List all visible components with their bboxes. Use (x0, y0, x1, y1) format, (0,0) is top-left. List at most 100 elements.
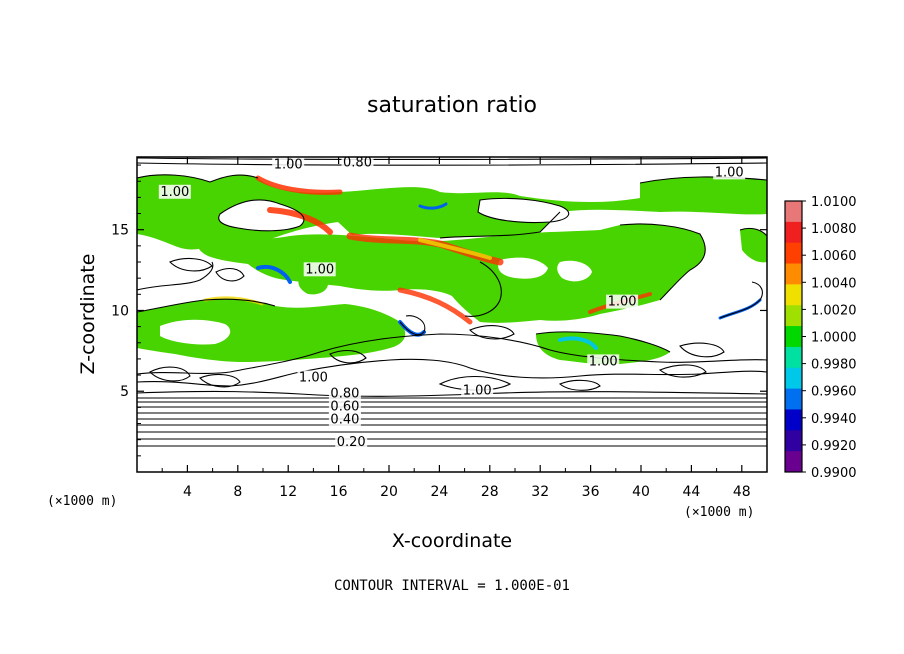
colorbar-swatch (785, 263, 802, 285)
x-tick-label: 20 (380, 484, 398, 500)
contour-line (137, 261, 214, 291)
plot-area: 1.00 0.801.001.001.001.001.001.001.000.80… (111, 156, 768, 500)
contour-interval-note: CONTOUR INTERVAL = 1.000E-01 (334, 578, 570, 594)
x-tick-label: 16 (330, 484, 348, 500)
rim-red (267, 207, 333, 235)
contour-line (658, 364, 707, 378)
x-tick-label: 48 (733, 484, 751, 500)
contour-label: 0.80 (330, 387, 359, 402)
rim-yellow (418, 238, 492, 260)
contour-labels: 1.00 0.801.001.001.001.001.001.001.000.80… (158, 156, 746, 450)
colorbar-tick-label: 0.9920 (811, 439, 857, 454)
colorbar-swatch (785, 430, 802, 452)
x-axis-label: X-coordinate (392, 530, 512, 552)
y-tick-label: 10 (111, 303, 129, 319)
contour-line (169, 257, 213, 272)
contour-label: 1.00 (299, 371, 328, 386)
colorbar-swatch (785, 242, 802, 265)
contour-label-bg (328, 412, 361, 427)
x-tick-label: 36 (582, 484, 600, 500)
contour-line (399, 315, 426, 336)
colorbar-swatch (785, 221, 802, 244)
contour-label: 0.60 (330, 400, 359, 415)
x-tick-label: 4 (183, 484, 192, 500)
colorbar-swatch (785, 284, 802, 306)
contour-label-bg (606, 294, 639, 309)
contour-label: 0.40 (330, 413, 359, 428)
contour-label: 0.20 (337, 435, 366, 450)
x-tick-label: 28 (481, 484, 499, 500)
field-patch (478, 198, 569, 223)
x-unit-left: (×1000 m) (47, 494, 117, 509)
colorbar-tick-label: 0.9940 (811, 412, 857, 427)
contour-line (438, 376, 512, 391)
contour-label: 1.00 (274, 157, 303, 172)
contour-line (639, 176, 767, 184)
contour-line (469, 325, 515, 340)
field-patch (557, 260, 592, 282)
rim-blue (418, 202, 448, 210)
contour-line (439, 211, 561, 239)
field-patch (498, 257, 548, 279)
field-patch (218, 199, 304, 231)
contour-label: 0.80 (343, 156, 372, 171)
colorbar-tick-label: 1.0080 (811, 222, 857, 237)
colorbar-swatch (785, 388, 802, 410)
contour-line (137, 157, 767, 161)
x-unit-right: (×1000 m) (684, 505, 754, 520)
x-axis: 4 8 12 16 20 24 28 32 36 40 44 48 (161, 157, 751, 500)
colorbar-tick-label: 0.9900 (811, 466, 857, 481)
colorbar-swatch (785, 201, 802, 223)
contour-line (558, 379, 601, 391)
contour-label-bg (713, 165, 746, 180)
rim-blue (256, 265, 292, 284)
field-patch (197, 224, 706, 323)
field-patch (137, 174, 767, 250)
colorbar-swatch (785, 305, 802, 327)
contour-line (137, 162, 767, 166)
contour-label-bg (272, 157, 305, 172)
colorbar-tick-label: 0.9980 (811, 358, 857, 373)
contour-label: 1.00 (715, 165, 744, 180)
y-axis: 5 10 15 (111, 164, 767, 457)
y-tick-label: 5 (120, 384, 129, 400)
contour-label-bg (587, 354, 620, 369)
contour-line (199, 373, 241, 388)
contour-label-bg (303, 262, 336, 277)
contour-line (218, 199, 305, 232)
field-patch (298, 273, 329, 295)
contour-line (619, 223, 706, 301)
contour-label-bg (328, 399, 361, 414)
field-patch (740, 228, 767, 263)
saturation-field (137, 160, 767, 365)
contour-line (137, 333, 767, 375)
y-tick-label: 15 (111, 223, 129, 239)
contour-label-bg (461, 383, 494, 398)
x-tick-label: 44 (682, 484, 700, 500)
contour-label: 1.00 (608, 295, 637, 310)
x-tick-label: 40 (632, 484, 650, 500)
x-tick-label: 8 (233, 484, 242, 500)
contour-label: 1.00 (463, 383, 492, 398)
contour-line (137, 358, 767, 387)
colorbar-swatch (785, 451, 802, 473)
colorbar-tick-label: 1.0100 (811, 195, 857, 210)
x-tick-label: 12 (279, 484, 297, 500)
colorbar-tick-label: 1.0000 (811, 331, 857, 346)
field-rims (203, 175, 762, 350)
plot-frame (136, 156, 768, 473)
contour-label: 1.00 (305, 262, 334, 277)
rim-red (255, 175, 343, 195)
contour-line (477, 197, 570, 224)
colorbar-swatch (785, 367, 802, 390)
colorbar: 1.0100 1.0080 1.0060 1.0040 1.0020 1.0000 0.99… (784, 195, 857, 481)
contour-label-bg (335, 435, 368, 450)
colorbar-tick-label: 1.0060 (811, 249, 857, 264)
contour-label-bg (158, 184, 191, 199)
contour-line (719, 281, 763, 319)
contour-line (215, 267, 245, 282)
field-patch (137, 299, 406, 362)
colorbar-swatch (785, 346, 802, 369)
contour-label-bg (341, 157, 374, 170)
